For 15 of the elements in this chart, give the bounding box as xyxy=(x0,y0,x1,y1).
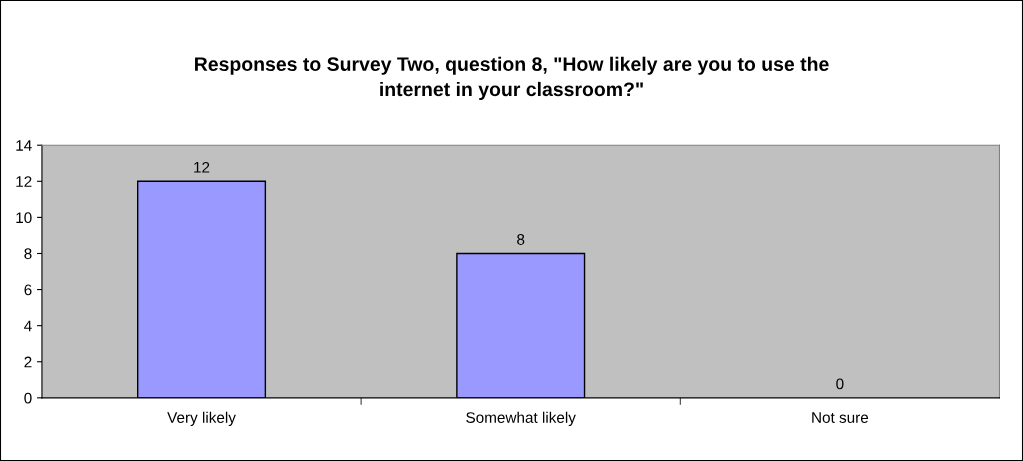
x-tick-label: Somewhat likely xyxy=(466,411,576,426)
data-label: 12 xyxy=(194,161,210,173)
data-label: 0 xyxy=(836,378,844,390)
y-tick-label: 10 xyxy=(16,212,32,224)
y-tick-label: 4 xyxy=(24,320,32,332)
x-tick-label: Very likely xyxy=(167,411,236,426)
data-label: 8 xyxy=(517,234,525,245)
y-tick-label: 2 xyxy=(24,356,32,368)
y-tick-label: 8 xyxy=(24,248,32,260)
x-tick-label: Not sure xyxy=(812,412,869,423)
y-tick-label: 12 xyxy=(16,176,32,187)
y-tick-label: 0 xyxy=(24,392,32,404)
y-tick-label: 14 xyxy=(16,140,32,151)
y-tick-label: 6 xyxy=(24,284,32,296)
chart-title: Responses to Survey Two, question 8, "How likely are you to use the internet in your classroom?" xyxy=(195,56,829,101)
